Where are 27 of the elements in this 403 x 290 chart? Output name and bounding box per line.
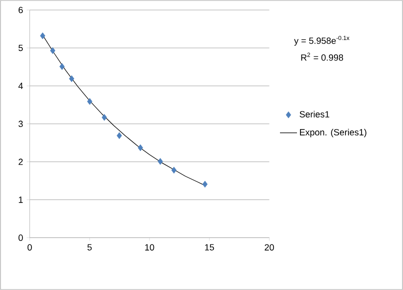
legend-label: Series1 <box>300 110 330 118</box>
legend-label: Expon. (Series1) <box>300 128 366 138</box>
x-tick-label: 0 <box>28 244 32 251</box>
y-tick-label: 6 <box>18 6 23 14</box>
y-tick-label: 4 <box>18 82 23 89</box>
x-tick-label: 20 <box>264 244 274 251</box>
point <box>138 144 143 152</box>
point <box>69 75 74 82</box>
x-tick-label: 5 <box>87 244 92 250</box>
point <box>202 180 208 188</box>
point <box>116 132 122 140</box>
x-tick-label: 10 <box>145 244 154 251</box>
y-tick-label: 0 <box>18 234 23 241</box>
y-tick-label: 5 <box>18 44 23 52</box>
point <box>171 166 177 174</box>
point <box>158 158 163 165</box>
text: R$^{2}$ = 0.998 <box>301 52 344 61</box>
point <box>50 47 56 54</box>
point <box>102 114 107 121</box>
x-tick-label: 15 <box>205 244 214 250</box>
text: y = 5.958e$^{-0.1x}$ <box>294 36 350 46</box>
y-tick-label: 2 <box>18 158 23 165</box>
point <box>59 63 65 70</box>
point <box>87 98 92 105</box>
point <box>40 32 46 40</box>
y-tick-label: 3 <box>18 120 23 128</box>
y-tick-label: 1 <box>18 196 23 203</box>
